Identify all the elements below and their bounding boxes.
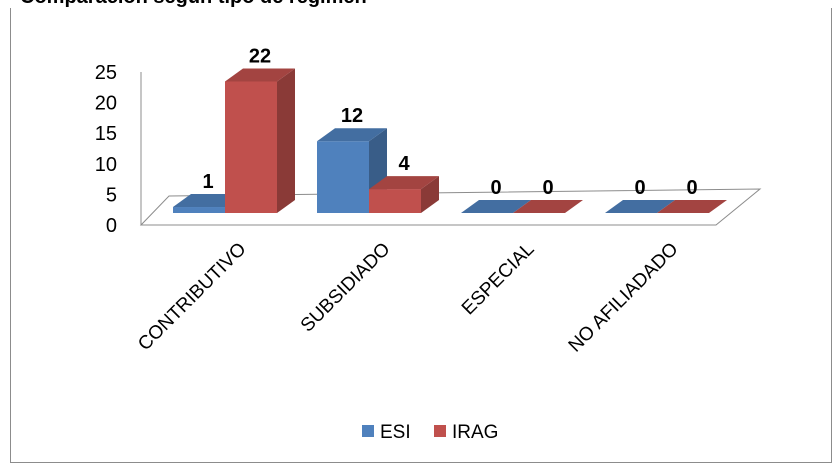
data-label: 4 xyxy=(398,153,410,175)
bars xyxy=(173,68,727,213)
x-category-label: CONTRIBUTIVO xyxy=(134,239,250,355)
bar-side xyxy=(421,176,439,213)
x-category-label: SUBSIDIADO xyxy=(297,239,395,337)
x-category-label: NO AFILIADADO xyxy=(565,239,683,357)
legend-label-irag: IRAG xyxy=(452,422,498,443)
y-tick-label: 15 xyxy=(95,123,117,145)
bar-top xyxy=(225,68,295,82)
bar-top xyxy=(657,200,727,213)
chart-floor xyxy=(139,188,762,226)
data-label: 0 xyxy=(634,177,645,199)
data-labels: 1 22 12 4 0 0 0 0 xyxy=(202,45,697,199)
bar-front xyxy=(225,81,277,213)
bar-esi-subsidiado xyxy=(317,128,387,213)
bar-top xyxy=(513,200,583,213)
page-heading-fragment: Comparación según tipo de régimen xyxy=(0,0,838,8)
data-label: 12 xyxy=(341,105,363,127)
chart-floor-plane xyxy=(139,188,762,226)
data-label: 1 xyxy=(202,171,213,193)
bar-irag-contributivo xyxy=(225,68,295,213)
bar-top xyxy=(369,176,439,190)
bar-front xyxy=(369,189,421,213)
y-tick-label: 25 xyxy=(95,62,117,84)
chart-frame xyxy=(10,8,832,463)
bar-front xyxy=(173,207,225,213)
bar-front xyxy=(317,141,369,213)
data-label: 22 xyxy=(249,45,271,67)
x-axis-categories: CONTRIBUTIVO SUBSIDIADO ESPECIAL NO AFILIAD… xyxy=(134,239,682,357)
legend-label-esi: ESI xyxy=(380,422,411,443)
data-label: 0 xyxy=(490,177,501,199)
bar-esi-especial xyxy=(461,200,531,213)
y-tick-label: 0 xyxy=(106,215,117,237)
y-tick-label: 20 xyxy=(95,93,117,115)
bar-top xyxy=(461,200,531,213)
data-label: 0 xyxy=(542,177,553,199)
data-label: 0 xyxy=(686,177,697,199)
bar-irag-subsidiado xyxy=(369,176,439,213)
y-axis: 0 5 10 15 20 25 xyxy=(95,62,142,237)
bar-top xyxy=(317,128,387,142)
x-category-label: ESPECIAL xyxy=(458,239,539,320)
legend: ESI IRAG xyxy=(362,422,498,443)
legend-swatch-esi xyxy=(362,425,374,437)
bar-esi-no-afiliadado xyxy=(605,200,675,213)
bar-irag-especial xyxy=(513,200,583,213)
bar-top xyxy=(605,200,675,213)
y-tick-label: 10 xyxy=(95,154,117,176)
bar-side xyxy=(277,68,295,213)
y-tick-label: 5 xyxy=(106,184,117,206)
legend-swatch-irag xyxy=(434,425,446,437)
bar-irag-no-afiliadado xyxy=(657,200,727,213)
